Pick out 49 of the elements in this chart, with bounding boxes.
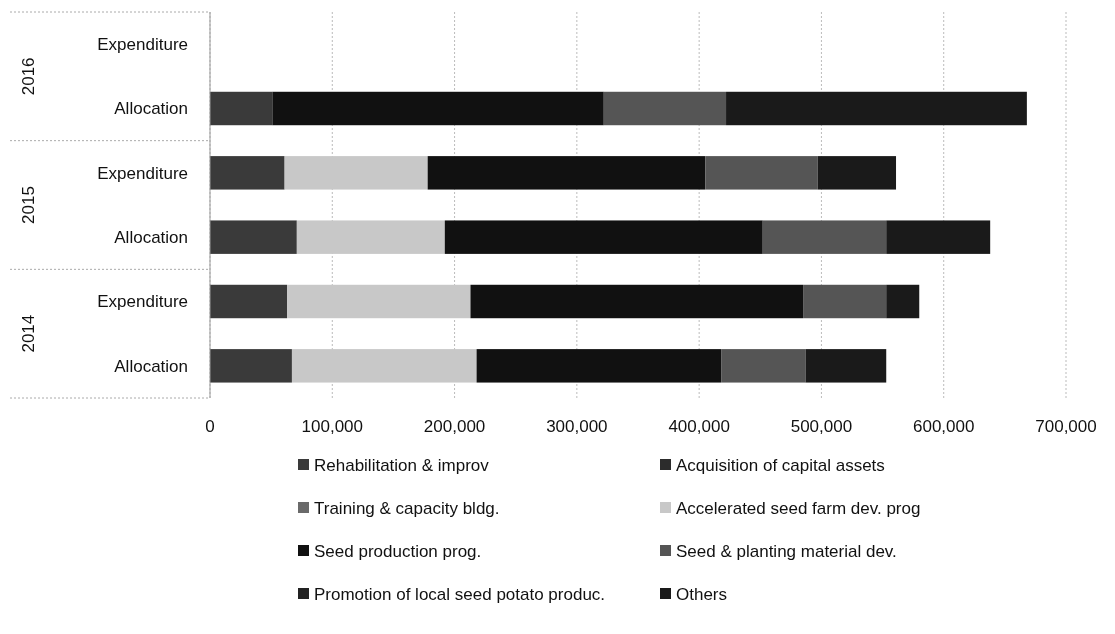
bar xyxy=(705,156,818,190)
bar xyxy=(272,91,604,126)
legend-label: Promotion of local seed potato produc. xyxy=(314,584,606,604)
y-tick-label: Allocation xyxy=(114,228,188,248)
bar xyxy=(803,284,887,319)
legend-label: Others xyxy=(676,584,728,604)
bar xyxy=(210,156,285,190)
bar xyxy=(291,349,477,383)
text: 2014 xyxy=(18,314,38,353)
text: 2015 xyxy=(18,186,38,224)
x-tick-label: 700,000 xyxy=(1035,417,1097,436)
bar xyxy=(886,220,991,254)
bar xyxy=(817,156,897,190)
bar xyxy=(427,156,706,190)
legend-label: Seed & planting material dev. xyxy=(676,541,897,561)
x-tick-label: 300,000 xyxy=(546,417,608,436)
y-tick-label: Expenditure xyxy=(97,292,188,312)
bar xyxy=(726,91,1027,126)
bar xyxy=(444,220,763,254)
x-tick-label: 200,000 xyxy=(423,417,486,436)
x-tick-label: 400,000 xyxy=(668,417,730,436)
bar xyxy=(287,284,471,319)
legend-label: Acquisition of capital assets xyxy=(676,455,885,475)
y-tick-label: Allocation xyxy=(114,99,188,119)
bar xyxy=(210,220,297,254)
bar xyxy=(210,284,288,319)
bar xyxy=(762,220,887,254)
x-tick-label: 600,000 xyxy=(912,417,975,436)
bar xyxy=(603,91,727,126)
bar xyxy=(284,156,428,190)
bar xyxy=(296,220,445,254)
y-tick-label: Allocation xyxy=(114,356,188,376)
y-tick-label: Expenditure xyxy=(97,35,188,55)
bar xyxy=(470,284,804,319)
legend-label: Rehabilitation & improv xyxy=(314,455,490,475)
x-tick-label: 100,000 xyxy=(301,417,364,436)
bar xyxy=(476,349,722,383)
legend-label: Accelerated seed farm dev. prog xyxy=(676,498,921,518)
bar xyxy=(210,91,273,126)
bar xyxy=(210,349,292,383)
x-tick-label: 500,000 xyxy=(790,417,853,436)
legend-label: Seed production prog. xyxy=(314,541,482,561)
bar xyxy=(721,349,806,383)
text: 2016 xyxy=(18,57,38,96)
bar xyxy=(886,284,920,319)
bar xyxy=(805,349,887,383)
x-tick-label: 0 xyxy=(205,417,215,436)
legend-label: Training & capacity bldg. xyxy=(314,498,500,518)
y-tick-label: Expenditure xyxy=(97,163,188,183)
